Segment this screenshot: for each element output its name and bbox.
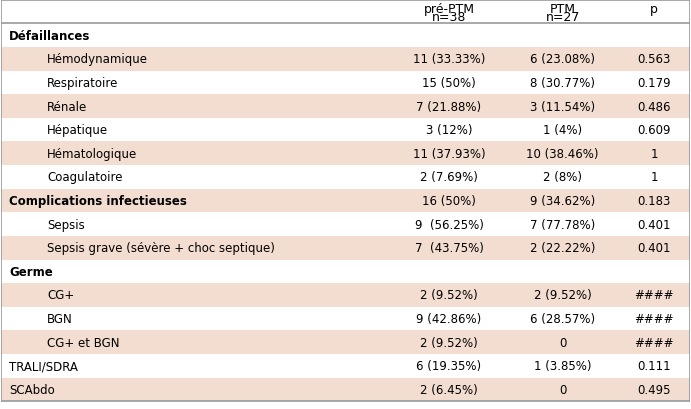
Text: Rénale: Rénale xyxy=(47,100,87,113)
Text: 2 (22.22%): 2 (22.22%) xyxy=(530,242,596,255)
Text: 3 (12%): 3 (12%) xyxy=(426,124,472,137)
Text: 6 (28.57%): 6 (28.57%) xyxy=(530,312,595,325)
Text: 2 (7.69%): 2 (7.69%) xyxy=(420,171,478,184)
Text: 11 (37.93%): 11 (37.93%) xyxy=(413,147,485,160)
Text: 9 (42.86%): 9 (42.86%) xyxy=(416,312,482,325)
Text: 9 (34.62%): 9 (34.62%) xyxy=(530,195,596,207)
Bar xyxy=(1,354,690,378)
Text: Respiratoire: Respiratoire xyxy=(47,77,118,90)
Text: SCAbdo: SCAbdo xyxy=(9,383,55,396)
Text: n=27: n=27 xyxy=(545,11,580,24)
Text: Coagulatoire: Coagulatoire xyxy=(47,171,122,184)
Text: n=38: n=38 xyxy=(432,11,466,24)
Text: Germe: Germe xyxy=(9,265,53,278)
Text: 6 (23.08%): 6 (23.08%) xyxy=(530,53,595,66)
Text: 9  (56.25%): 9 (56.25%) xyxy=(415,218,484,231)
Text: Sepsis: Sepsis xyxy=(47,218,85,231)
Text: 7 (77.78%): 7 (77.78%) xyxy=(530,218,596,231)
Bar xyxy=(1,236,690,260)
Text: ####: #### xyxy=(634,336,674,349)
Text: Défaillances: Défaillances xyxy=(9,30,91,43)
Text: 1: 1 xyxy=(650,171,658,184)
Text: 0.179: 0.179 xyxy=(637,77,671,90)
Bar xyxy=(1,48,690,72)
Text: CG+: CG+ xyxy=(47,289,74,302)
Text: Complications infectieuses: Complications infectieuses xyxy=(9,195,187,207)
Text: 1 (4%): 1 (4%) xyxy=(543,124,583,137)
Text: p: p xyxy=(650,2,658,16)
Text: Hémodynamique: Hémodynamique xyxy=(47,53,148,66)
Text: 6 (19.35%): 6 (19.35%) xyxy=(417,360,482,372)
Text: 0: 0 xyxy=(559,383,567,396)
Text: 0.183: 0.183 xyxy=(637,195,671,207)
Text: pré-PTM: pré-PTM xyxy=(424,2,475,16)
Bar xyxy=(1,95,690,119)
Text: Hépatique: Hépatique xyxy=(47,124,108,137)
Text: Sepsis grave (sévère + choc septique): Sepsis grave (sévère + choc septique) xyxy=(47,242,275,255)
Text: 10 (38.46%): 10 (38.46%) xyxy=(527,147,599,160)
Text: 3 (11.54%): 3 (11.54%) xyxy=(530,100,595,113)
Text: 11 (33.33%): 11 (33.33%) xyxy=(413,53,485,66)
Bar xyxy=(1,142,690,166)
Text: 0.486: 0.486 xyxy=(637,100,671,113)
Text: 2 (9.52%): 2 (9.52%) xyxy=(534,289,591,302)
Text: TRALI/SDRA: TRALI/SDRA xyxy=(9,360,78,372)
Text: 0.495: 0.495 xyxy=(637,383,671,396)
Bar xyxy=(1,260,690,283)
Text: 7 (21.88%): 7 (21.88%) xyxy=(417,100,482,113)
Bar xyxy=(1,283,690,307)
Text: 0.563: 0.563 xyxy=(637,53,671,66)
Text: 2 (9.52%): 2 (9.52%) xyxy=(420,336,477,349)
Bar xyxy=(1,378,690,401)
Text: 1: 1 xyxy=(650,147,658,160)
Text: 1 (3.85%): 1 (3.85%) xyxy=(534,360,591,372)
Text: 0: 0 xyxy=(559,336,567,349)
Text: 2 (9.52%): 2 (9.52%) xyxy=(420,289,477,302)
Text: 2 (8%): 2 (8%) xyxy=(543,171,583,184)
Bar xyxy=(1,1,690,25)
Text: BGN: BGN xyxy=(47,312,73,325)
Text: 16 (50%): 16 (50%) xyxy=(422,195,476,207)
Bar xyxy=(1,213,690,236)
Text: ####: #### xyxy=(634,289,674,302)
Bar xyxy=(1,72,690,95)
Bar xyxy=(1,166,690,189)
Text: 0.401: 0.401 xyxy=(637,242,671,255)
Text: CG+ et BGN: CG+ et BGN xyxy=(47,336,120,349)
Bar xyxy=(1,25,690,48)
Text: 0.111: 0.111 xyxy=(637,360,671,372)
Text: ####: #### xyxy=(634,312,674,325)
Text: 2 (6.45%): 2 (6.45%) xyxy=(420,383,477,396)
Bar xyxy=(1,189,690,213)
Text: 15 (50%): 15 (50%) xyxy=(422,77,476,90)
Text: 0.401: 0.401 xyxy=(637,218,671,231)
Text: 7  (43.75%): 7 (43.75%) xyxy=(415,242,484,255)
Text: PTM: PTM xyxy=(550,2,576,16)
Bar xyxy=(1,307,690,330)
Text: 8 (30.77%): 8 (30.77%) xyxy=(530,77,595,90)
Bar xyxy=(1,330,690,354)
Text: Hématologique: Hématologique xyxy=(47,147,137,160)
Bar xyxy=(1,119,690,142)
Text: 0.609: 0.609 xyxy=(637,124,671,137)
